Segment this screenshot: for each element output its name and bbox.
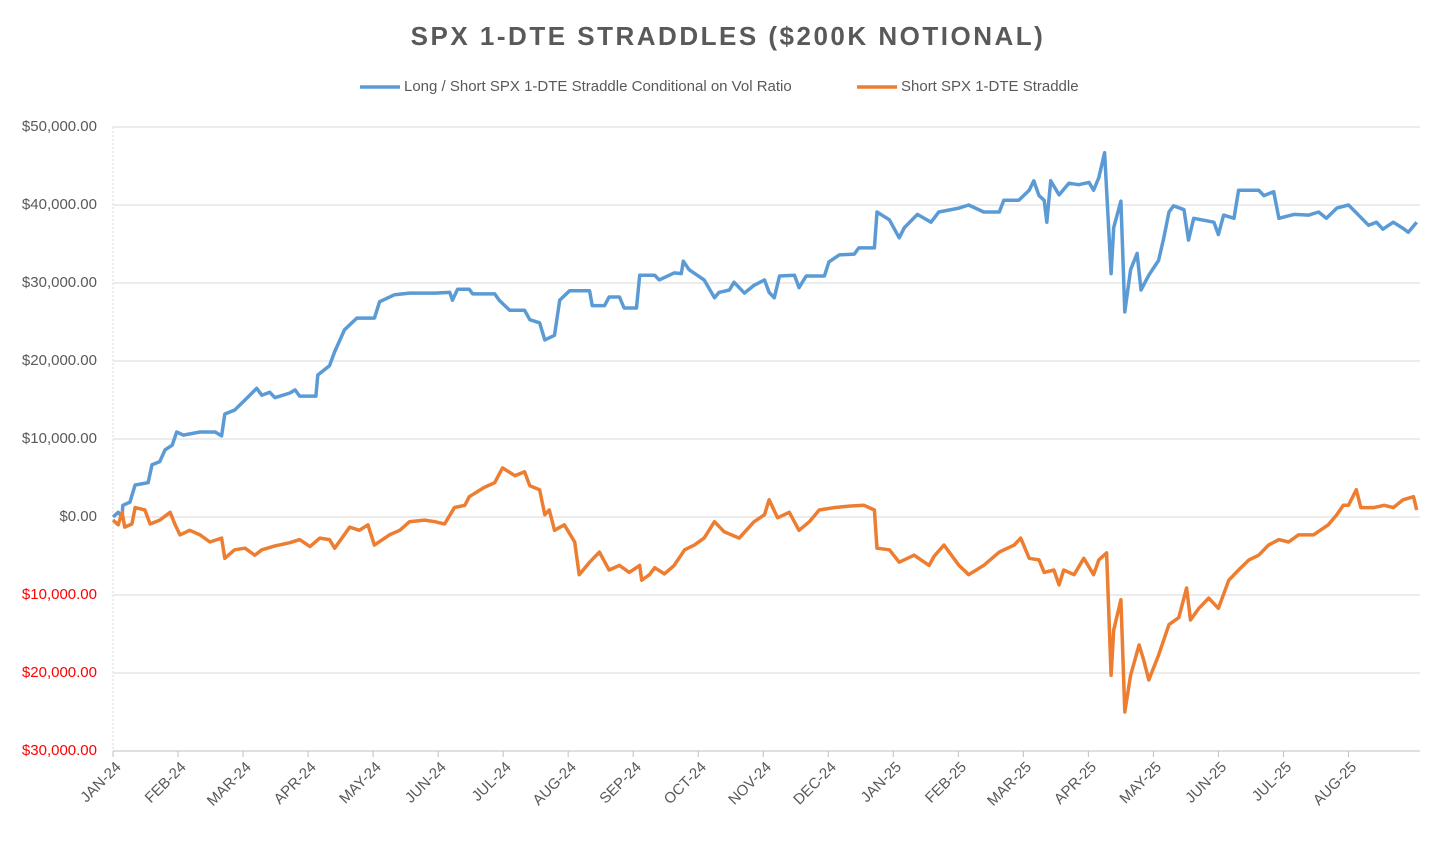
legend-label: Short SPX 1-DTE Straddle [901, 78, 1079, 95]
y-tick-label: $20,000.00 [22, 664, 97, 681]
y-tick-label: $0.00 [59, 508, 97, 525]
y-tick-label: $10,000.00 [22, 430, 97, 447]
y-tick-label: $50,000.00 [22, 118, 97, 135]
y-tick-label: $20,000.00 [22, 352, 97, 369]
y-tick-label: $10,000.00 [22, 586, 97, 603]
y-tick-label: $30,000.00 [22, 742, 97, 759]
y-tick-label: $30,000.00 [22, 274, 97, 291]
legend-label: Long / Short SPX 1-DTE Straddle Conditio… [404, 78, 792, 95]
y-tick-label: $40,000.00 [22, 196, 97, 213]
chart-title: SPX 1-DTE STRADDLES ($200K NOTIONAL) [411, 21, 1046, 51]
series-line [111, 466, 1419, 714]
series-line [111, 150, 1419, 519]
